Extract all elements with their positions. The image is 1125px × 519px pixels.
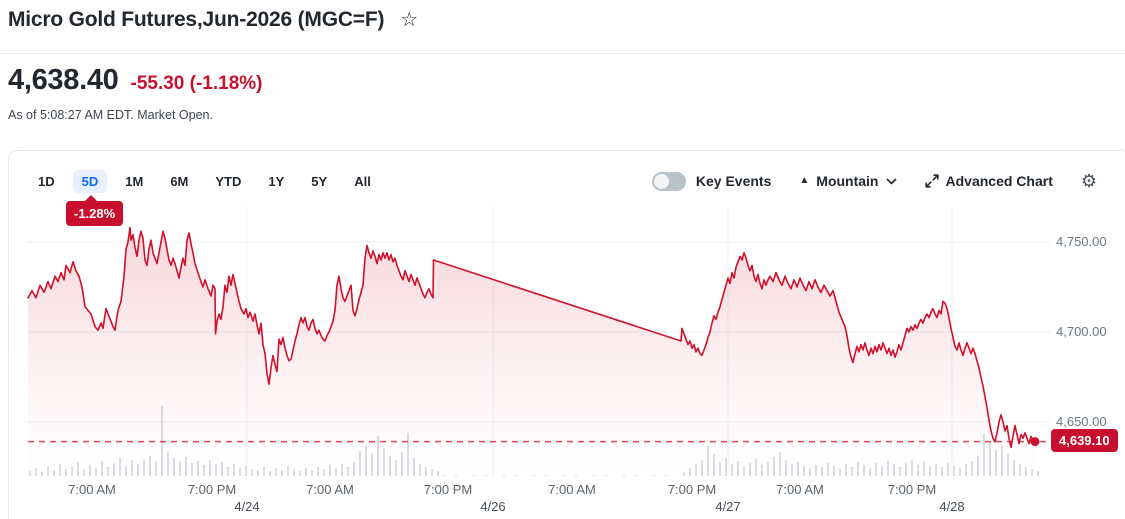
x-tick-label: 7:00 AM [548,482,596,497]
chart-type-label: Mountain [816,173,879,189]
x-date-label: 4/27 [715,499,741,514]
range-button-1m[interactable]: 1M [116,170,152,193]
x-tick-label: 7:00 AM [306,482,354,497]
y-tick-label: 4,700.00 [1056,324,1107,339]
chart-plot-area[interactable] [28,205,1046,477]
x-date-label: 4/28 [939,499,965,514]
chevron-down-icon [885,177,897,185]
toggle-knob [653,173,669,189]
quote-summary: 4,638.40 -55.30 (-1.18%) [8,64,263,97]
range-button-6m[interactable]: 6M [161,170,197,193]
mountain-icon: ▲ [799,175,810,186]
range-button-1d[interactable]: 1D [29,170,64,193]
advanced-chart-label: Advanced Chart [945,173,1053,189]
x-tick-label: 7:00 PM [887,482,937,497]
range-button-1y[interactable]: 1Y [259,170,293,193]
range-button-5d[interactable]: 5D [72,169,108,193]
x-date-label: 4/26 [480,499,506,514]
asof-market-status: As of 5:08:27 AM EDT. Market Open. [8,108,213,122]
advanced-chart-button[interactable]: Advanced Chart [924,173,1053,189]
range-change-badge: -1.28% [66,195,124,226]
price-change: -55.30 (-1.18%) [130,73,263,94]
chart-toolbar: 1D 5D 1M 6M YTD 1Y 5Y All Key Events ▲ M… [9,151,1119,197]
settings-gear-icon[interactable]: ⚙ [1080,170,1097,191]
expand-arrows-icon [924,174,939,188]
range-button-5y[interactable]: 5Y [302,170,336,193]
header-divider [0,53,1125,54]
star-icon[interactable]: ☆ [400,9,419,31]
quote-header: Micro Gold Futures,Jun-2026 (MGC=F) ☆ [8,8,418,32]
last-price-badge: 4,639.10 [1051,428,1118,452]
range-button-ytd[interactable]: YTD [206,170,250,193]
chart-type-dropdown[interactable]: ▲ Mountain [799,173,897,189]
chart-controls: Key Events ▲ Mountain Advanced Chart ⚙ [651,170,1097,192]
last-trade-price: 4,638.40 [8,64,119,96]
x-tick-label: 7:00 PM [187,482,237,497]
x-date-label: 4/24 [234,499,260,514]
y-tick-label: 4,750.00 [1056,234,1107,249]
page-title: Micro Gold Futures,Jun-2026 (MGC=F) [8,8,385,31]
x-tick-label: 7:00 PM [423,482,473,497]
x-tick-label: 7:00 AM [68,482,116,497]
y-tick-label: 4,650.00 [1056,414,1107,429]
key-events-control: Key Events [651,171,772,191]
x-tick-label: 7:00 AM [776,482,824,497]
range-selector: 1D 5D 1M 6M YTD 1Y 5Y All [29,169,380,193]
range-button-all[interactable]: All [345,170,380,193]
key-events-label: Key Events [695,173,772,189]
key-events-toggle[interactable] [651,171,686,191]
x-tick-label: 7:00 PM [667,482,717,497]
